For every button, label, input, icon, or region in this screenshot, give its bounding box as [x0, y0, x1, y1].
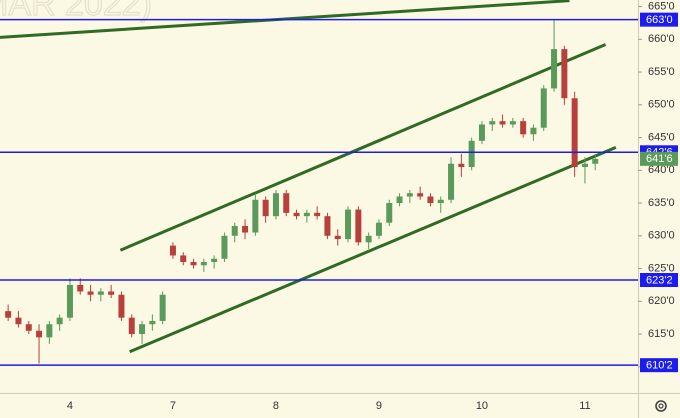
candle-body [87, 291, 94, 295]
candle-body [169, 245, 176, 256]
candle-body [25, 324, 32, 331]
watermark: MAR 2022) [0, 0, 152, 23]
candle-body [5, 311, 12, 318]
last-price-tag [640, 151, 678, 166]
candle-body [520, 121, 527, 135]
candle-body [375, 222, 382, 236]
candle-body [427, 196, 434, 204]
candle-body [56, 317, 63, 325]
x-tick-label: 4 [67, 400, 73, 412]
candle-body [365, 235, 372, 243]
y-tick-label: 635'0 [648, 197, 675, 209]
y-tick-label: 665'0 [648, 0, 675, 12]
x-tick-label: 10 [476, 400, 488, 412]
y-tick-label: 650'0 [648, 99, 675, 111]
y-tick-label: 620'0 [648, 295, 675, 307]
candle-body [15, 317, 22, 325]
candle-body [283, 193, 290, 213]
y-tick-label: 645'0 [648, 131, 675, 143]
level-tag [640, 273, 678, 288]
candle-body [108, 291, 115, 295]
level-label: 623'2 [646, 274, 673, 286]
candle-body [231, 225, 238, 236]
candle-body [36, 330, 43, 338]
candle-body [66, 284, 73, 318]
candle-body [571, 98, 578, 168]
candle-body [437, 199, 444, 204]
y-tick-label: 630'0 [648, 230, 675, 242]
candle-body [200, 262, 207, 266]
candle-body [128, 317, 135, 335]
y-tick-label: 660'0 [648, 33, 675, 45]
candle-body [97, 291, 104, 295]
candle-body [324, 216, 331, 236]
candle-body [417, 193, 424, 197]
candle-body [499, 121, 506, 125]
candle-body [468, 140, 475, 168]
candle-body [592, 158, 599, 164]
level-label: 663'0 [646, 14, 673, 26]
candle-body [551, 49, 558, 89]
candle-body [509, 121, 516, 125]
y-tick-label: 640'0 [648, 164, 675, 176]
candle-body [448, 163, 455, 200]
candle-body [211, 258, 218, 262]
candle-body [561, 49, 568, 99]
candle-body [272, 193, 279, 217]
x-tick-label: 11 [579, 400, 590, 412]
level-tag [640, 12, 678, 27]
candle-body [489, 121, 496, 125]
settings-icon[interactable] [655, 400, 667, 412]
candle-body [77, 284, 84, 292]
y-tick-label: 625'0 [648, 262, 675, 274]
y-tick-label: 615'0 [648, 328, 675, 340]
candle-body [46, 324, 53, 338]
candle-body [303, 212, 310, 217]
candle-body [581, 163, 588, 168]
candle-body [293, 212, 300, 217]
candle-body [252, 199, 259, 233]
y-tick-label: 655'0 [648, 66, 675, 78]
candle-body [314, 212, 321, 217]
candle-body [458, 163, 465, 168]
candle-body [406, 193, 413, 197]
x-tick-label: 7 [170, 400, 176, 412]
trendline [129, 145, 617, 354]
trendline [119, 43, 607, 252]
candle-body [540, 88, 547, 128]
candle-body [355, 209, 362, 243]
candle-body [159, 294, 166, 321]
candle-body [180, 255, 187, 262]
candle-body [221, 235, 228, 259]
candle-body [396, 196, 403, 204]
candle-body [139, 324, 146, 335]
candle-body [530, 127, 537, 135]
candle-body [345, 209, 352, 240]
level-tag [640, 358, 678, 373]
candle-body [334, 235, 341, 240]
candle-body [478, 124, 485, 141]
candle-body [118, 294, 125, 318]
x-tick-label: 8 [273, 400, 279, 412]
last-price-label: 641'6 [646, 153, 673, 165]
level-label: 610'2 [646, 360, 673, 372]
candle-body [242, 225, 249, 233]
candle-body [190, 262, 197, 266]
candle-body [149, 320, 156, 325]
candle-body [386, 203, 393, 223]
x-tick-label: 9 [376, 400, 382, 412]
candle-body [262, 199, 269, 217]
